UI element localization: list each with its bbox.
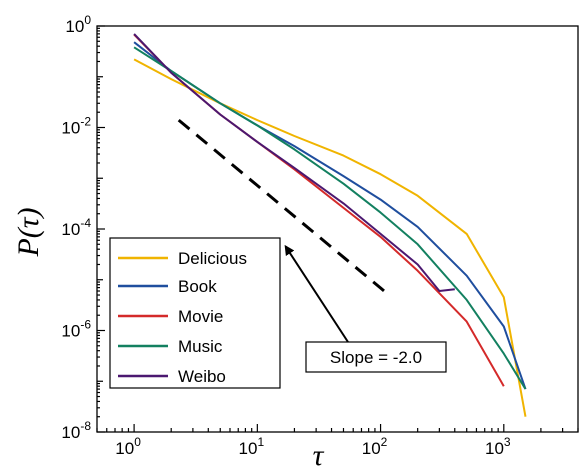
annotation-text: Slope = -2.0 <box>330 348 422 367</box>
x-axis-label: τ <box>313 439 325 470</box>
series-layer <box>133 33 527 417</box>
y-tick-label: 100 <box>65 13 91 36</box>
plot-area <box>96 25 579 433</box>
y-tick-label: 10-4 <box>61 216 91 239</box>
legend: Delicious Book Movie Music Weibo <box>109 237 281 389</box>
axis-tick-labels: 100 101 102 103 100 10-2 10-4 10-6 10-8 <box>61 13 511 458</box>
series-line-delicious <box>133 58 527 417</box>
legend-label-weibo: Weibo <box>178 367 226 386</box>
x-tick-label: 100 <box>115 435 141 458</box>
slope-annotation: Slope = -2.0 <box>284 244 447 373</box>
x-tick-label: 103 <box>485 435 511 458</box>
annotation-box <box>305 341 447 373</box>
y-tick-label: 10-6 <box>61 318 91 341</box>
axis-ticks <box>96 25 579 433</box>
legend-label-delicious: Delicious <box>178 249 247 268</box>
series-line-music <box>133 46 527 390</box>
series-line-weibo <box>133 33 455 292</box>
legend-label-music: Music <box>178 337 223 356</box>
legend-box <box>109 237 281 389</box>
y-tick-label: 10-2 <box>61 115 91 138</box>
y-tick-label: 10-8 <box>61 419 91 442</box>
legend-label-movie: Movie <box>178 307 223 326</box>
x-tick-label: 101 <box>239 435 265 458</box>
legend-label-book: Book <box>178 277 217 296</box>
y-axis-label: P(τ) <box>12 207 45 257</box>
x-tick-label: 102 <box>362 435 388 458</box>
annotation-arrow <box>284 244 349 343</box>
